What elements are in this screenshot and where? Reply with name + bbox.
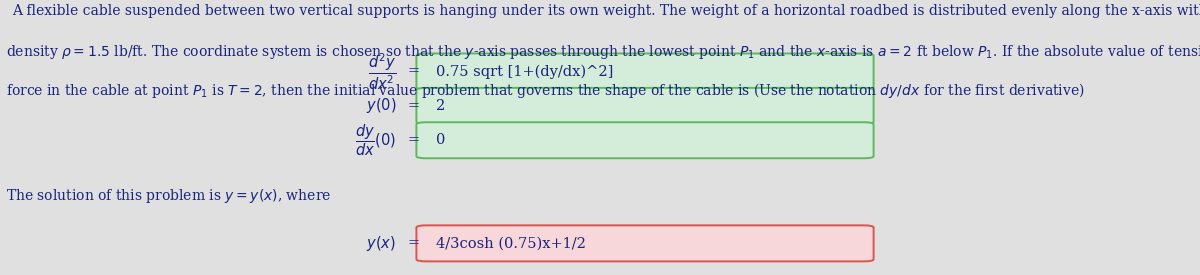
Text: density $\rho = 1.5$ lb/ft. The coordinate system is chosen so that the $y$-axis: density $\rho = 1.5$ lb/ft. The coordina…	[6, 43, 1200, 60]
Text: 0.75 sqrt [1+(dy/dx)^2]: 0.75 sqrt [1+(dy/dx)^2]	[436, 64, 613, 79]
FancyBboxPatch shape	[416, 122, 874, 158]
Text: force in the cable at point $P_1$ is $T = 2$, then the initial value problem tha: force in the cable at point $P_1$ is $T …	[6, 81, 1085, 100]
Text: =: =	[408, 65, 420, 78]
Text: =: =	[408, 99, 420, 113]
Text: A flexible cable suspended between two vertical supports is hanging under its ow: A flexible cable suspended between two v…	[12, 4, 1200, 18]
FancyBboxPatch shape	[416, 226, 874, 261]
Text: $\dfrac{dy}{dx}(0)$: $\dfrac{dy}{dx}(0)$	[355, 122, 396, 158]
Text: =: =	[408, 133, 420, 147]
FancyBboxPatch shape	[416, 53, 874, 90]
FancyBboxPatch shape	[416, 88, 874, 124]
Text: $y(x)$: $y(x)$	[366, 234, 396, 253]
Text: $\dfrac{d^2y}{dx^2}$: $\dfrac{d^2y}{dx^2}$	[367, 51, 396, 92]
Text: 4/3cosh (0.75)x+1/2: 4/3cosh (0.75)x+1/2	[436, 236, 586, 250]
Text: =: =	[408, 236, 420, 250]
Text: 0: 0	[436, 133, 445, 147]
Text: The solution of this problem is $y = y(x)$, where: The solution of this problem is $y = y(x…	[6, 187, 331, 205]
Text: 2: 2	[436, 99, 445, 113]
Text: $y(0)$: $y(0)$	[366, 96, 396, 116]
